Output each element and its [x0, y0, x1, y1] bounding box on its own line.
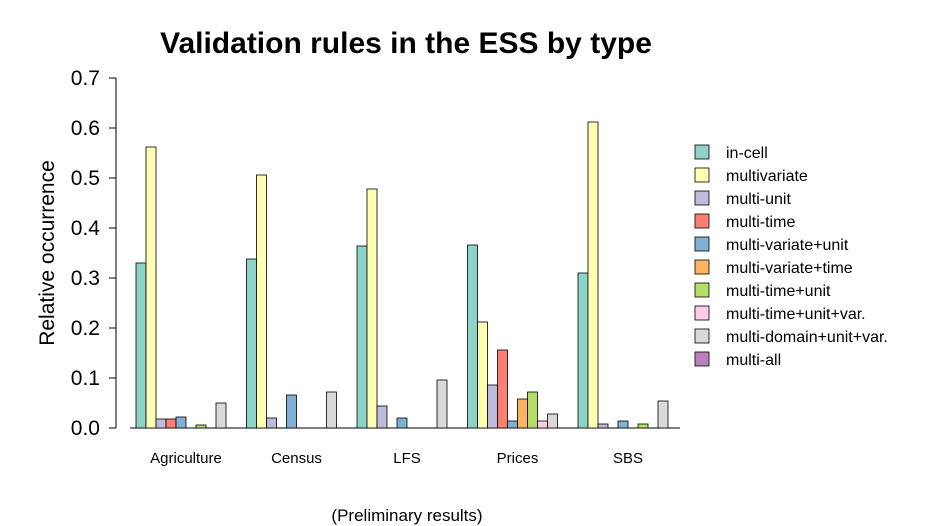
legend: in-cell multivariate multi-unit multi-time m…: [694, 144, 888, 369]
legend-swatch: [694, 190, 710, 206]
bar: [366, 188, 378, 429]
legend-label: multi-variate+unit: [726, 237, 849, 254]
chart-title: Validation rules in the ESS by type: [160, 27, 652, 60]
bar: [657, 400, 669, 429]
bar: [617, 420, 629, 429]
bar: [286, 394, 297, 429]
bar: [396, 417, 408, 429]
x-tick-labels: Agriculture Census LFS Prices SBS: [150, 450, 643, 467]
legend-swatch: [694, 351, 710, 367]
bars: [135, 121, 669, 429]
x-tick-label: LFS: [393, 450, 421, 467]
y-tick-label: 0.0: [71, 417, 100, 440]
bar: [597, 423, 609, 429]
bar: [145, 146, 157, 429]
y-tick-label: 0.3: [71, 267, 100, 290]
preliminary-note: (Preliminary results): [331, 506, 482, 525]
legend-label: multi-variate+time: [726, 260, 853, 277]
y-axis-label: Relative occurrence: [36, 160, 59, 346]
bar: [547, 413, 558, 429]
legend-swatch: [694, 144, 710, 160]
y-tick-label: 0.4: [71, 217, 101, 240]
y-tick-label: 0.1: [71, 367, 100, 390]
bar: [577, 272, 589, 429]
legend-label: multi-time: [726, 214, 795, 231]
bar: [487, 384, 498, 429]
bar: [165, 418, 177, 429]
bar: [135, 262, 147, 429]
bar: [266, 417, 277, 429]
bar: [326, 391, 337, 429]
legend-label: multi-time+unit: [726, 283, 831, 300]
y-ticks: 0.0 0.1 0.2 0.3 0.4 0.5 0.6 0.7: [71, 67, 116, 440]
y-tick-label: 0.6: [71, 117, 100, 140]
bar: [497, 349, 508, 429]
bar: [195, 424, 207, 429]
bar: [467, 244, 478, 429]
bar: [175, 416, 187, 429]
x-tick-label: SBS: [613, 450, 643, 467]
y-tick-label: 0.2: [71, 317, 100, 340]
bar: [356, 245, 368, 429]
legend-label: in-cell: [726, 145, 768, 162]
x-tick-label: Prices: [497, 450, 539, 467]
legend-swatch: [694, 305, 710, 321]
legend-swatch: [694, 282, 710, 298]
legend-label: multi-time+unit+var.: [726, 306, 866, 323]
legend-swatch: [694, 167, 710, 183]
legend-swatch: [694, 259, 710, 275]
legend-swatch: [694, 236, 710, 252]
legend-label: multi-all: [726, 352, 781, 369]
y-tick-label: 0.7: [71, 67, 100, 90]
bar: [256, 174, 267, 429]
bar: [517, 398, 528, 429]
bar: [246, 258, 257, 429]
bar: [477, 321, 488, 429]
bar: [376, 405, 388, 429]
bar: [155, 418, 167, 429]
bar: [527, 391, 538, 429]
x-tick-label: Census: [271, 450, 322, 467]
bar: [537, 420, 548, 429]
bar: [215, 402, 227, 429]
bar: [587, 121, 599, 429]
bar: [507, 420, 518, 429]
legend-swatch: [694, 213, 710, 229]
legend-label: multi-unit: [726, 191, 791, 208]
x-tick-label: Agriculture: [150, 450, 222, 467]
y-tick-label: 0.5: [71, 167, 100, 190]
legend-label: multi-domain+unit+var.: [726, 329, 888, 346]
bar: [637, 423, 649, 429]
bar: [436, 379, 448, 429]
legend-label: multivariate: [726, 168, 808, 185]
legend-swatch: [694, 328, 710, 344]
